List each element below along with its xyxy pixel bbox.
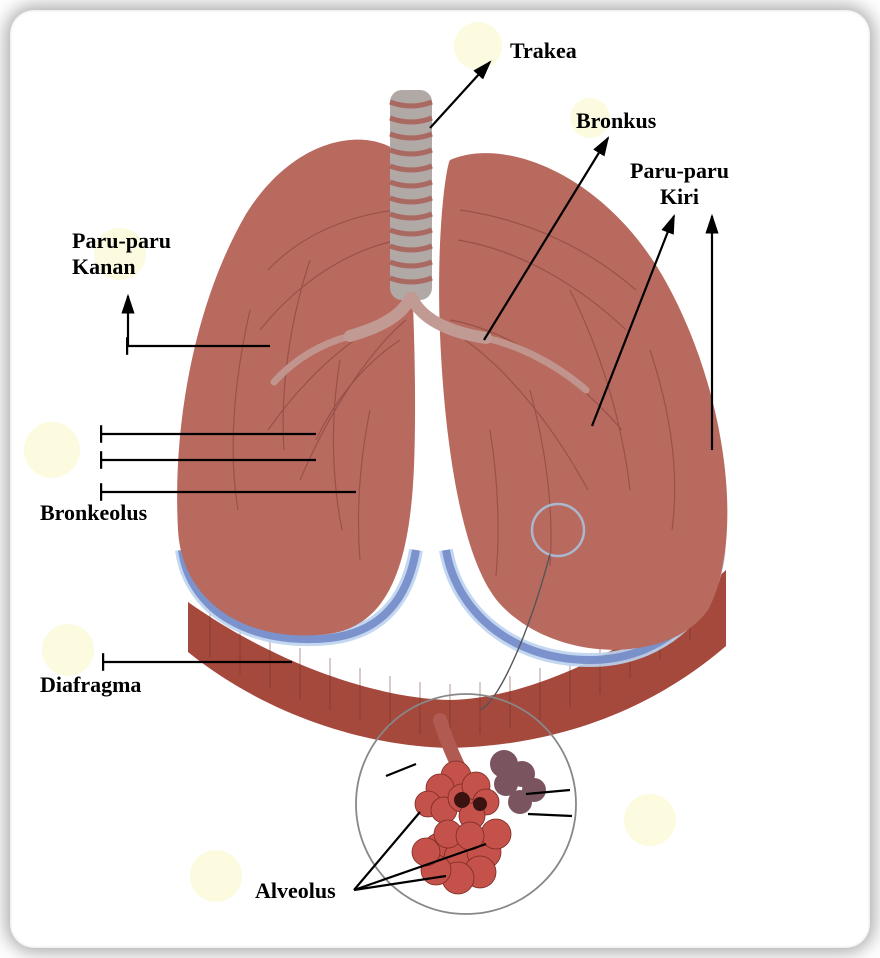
label-paru-kanan: Paru-paru Kanan: [72, 228, 171, 281]
label-diafragma: Diafragma: [40, 672, 141, 698]
diagram-canvas: [10, 10, 870, 948]
diagram-frame: Trakea Bronkus Paru-paru Kiri Paru-paru …: [10, 10, 870, 948]
label-alveolus: Alveolus: [255, 878, 336, 904]
right-lung: [177, 140, 415, 636]
label-bronkeolus: Bronkeolus: [40, 500, 147, 526]
label-paru-kiri: Paru-paru Kiri: [630, 158, 729, 211]
left-lung: [439, 153, 727, 650]
label-bronkus: Bronkus: [576, 108, 656, 134]
label-trakea: Trakea: [510, 38, 577, 64]
